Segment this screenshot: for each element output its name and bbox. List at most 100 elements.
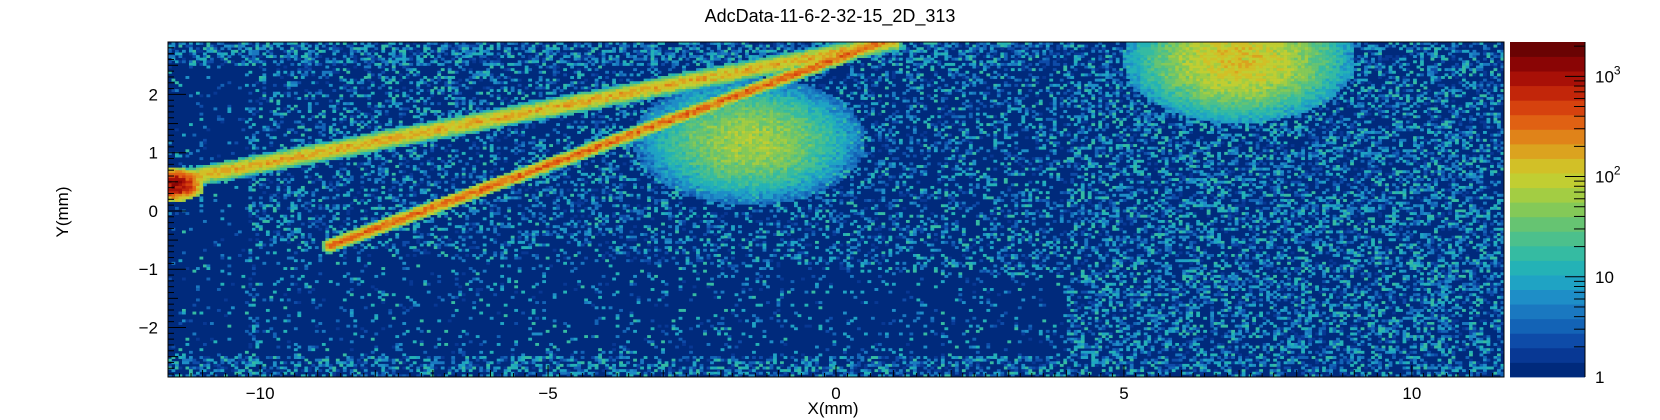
heatmap-cell (587, 52, 592, 56)
heatmap-cell (909, 42, 914, 45)
heatmap-cell (1182, 55, 1187, 59)
heatmap-cell (1157, 81, 1162, 85)
heatmap-cell (251, 60, 256, 64)
heatmap-cell (1490, 89, 1494, 93)
heatmap-cell (741, 65, 746, 69)
heatmap-cell (1318, 78, 1323, 82)
heatmap-cell (689, 47, 693, 51)
heatmap-cell (654, 83, 658, 87)
heatmap-cell (696, 94, 700, 98)
heatmap-cell (713, 55, 718, 59)
heatmap-cell (696, 83, 700, 87)
heatmap-cell (1308, 89, 1312, 93)
heatmap-cell (1301, 60, 1305, 64)
heatmap-cell (1308, 81, 1312, 85)
heatmap-cell (1483, 52, 1487, 56)
heatmap-cell (1035, 62, 1040, 66)
heatmap-cell (933, 70, 938, 74)
heatmap-cell (916, 49, 921, 53)
heatmap-cell (1231, 57, 1235, 61)
heatmap-cell (262, 68, 267, 72)
heatmap-cell (1374, 44, 1379, 48)
heatmap-cell (1248, 57, 1253, 61)
heatmap-cell (1133, 94, 1138, 98)
heatmap-cell (1189, 73, 1194, 77)
heatmap-cell (794, 76, 798, 79)
heatmap-cell (1175, 78, 1180, 82)
heatmap-cell (636, 49, 641, 53)
heatmap-cell (535, 42, 540, 45)
heatmap-cell (968, 62, 973, 66)
heatmap-cell (433, 76, 438, 79)
heatmap-cell (1402, 83, 1407, 87)
heatmap-cell (1472, 68, 1477, 72)
heatmap-cell (1206, 60, 1211, 64)
heatmap-cell (650, 65, 655, 69)
heatmap-cell (1273, 42, 1277, 45)
heatmap-cell (1140, 62, 1145, 66)
heatmap-cell (993, 86, 998, 90)
heatmap-cell (636, 89, 641, 93)
heatmap-cell (661, 62, 665, 66)
heatmap-cell (1192, 65, 1197, 69)
heatmap-cell (979, 47, 984, 51)
heatmap-cell (1346, 65, 1351, 69)
heatmap-cell (192, 52, 197, 56)
heatmap-cell (1178, 78, 1183, 82)
heatmap-cell (982, 81, 987, 85)
heatmap-cell (822, 83, 826, 87)
heatmap-cell (1133, 91, 1138, 95)
heatmap-cell (293, 83, 298, 87)
heatmap-cell (1042, 52, 1047, 56)
heatmap-cell (528, 49, 533, 53)
heatmap-cell (559, 96, 564, 100)
heatmap-cell (846, 76, 851, 79)
heatmap-cell (1035, 49, 1040, 53)
heatmap-cell (829, 96, 833, 100)
heatmap-cell (710, 99, 714, 103)
heatmap-cell (1332, 49, 1337, 53)
heatmap-cell (1269, 65, 1274, 69)
heatmap-cell (587, 94, 592, 98)
heatmap-cell (265, 99, 270, 103)
heatmap-cell (930, 83, 935, 87)
heatmap-cell (1262, 91, 1267, 95)
heatmap-cell (605, 49, 609, 53)
heatmap-cell (1063, 57, 1068, 61)
heatmap-cell (664, 89, 669, 93)
heatmap-cell (654, 44, 658, 48)
heatmap-cell (916, 73, 921, 77)
heatmap-cell (1126, 68, 1131, 72)
heatmap-cell (940, 78, 945, 82)
heatmap-cell (248, 60, 253, 64)
heatmap-cell (1080, 73, 1085, 77)
heatmap-cell (1126, 52, 1131, 56)
heatmap-cell (1465, 60, 1470, 64)
heatmap-cell (720, 65, 725, 69)
heatmap-cell (223, 60, 228, 64)
heatmap-cell (1255, 49, 1260, 53)
heatmap-cell (479, 52, 484, 56)
heatmap-cell (1325, 62, 1330, 66)
heatmap-cell (199, 57, 204, 61)
heatmap-cell (699, 60, 704, 64)
heatmap-cell (891, 55, 896, 59)
heatmap-cell (710, 62, 714, 66)
heatmap-cell (587, 68, 592, 72)
heatmap-cell (1430, 76, 1435, 79)
heatmap-cell (1301, 94, 1305, 98)
heatmap-cell (1185, 47, 1190, 51)
heatmap-cell (1157, 49, 1162, 53)
heatmap-cell (384, 60, 389, 64)
heatmap-cell (206, 76, 211, 79)
heatmap-cell (1080, 94, 1085, 98)
heatmap-cell (1255, 78, 1260, 82)
heatmap-cell (944, 52, 949, 56)
heatmap-cell (1147, 73, 1152, 77)
heatmap-cell (633, 86, 637, 90)
heatmap-cell (538, 99, 543, 103)
heatmap-cell (657, 49, 662, 53)
heatmap-cell (1185, 62, 1190, 66)
heatmap-cell (947, 68, 952, 72)
heatmap-cell (717, 94, 721, 98)
